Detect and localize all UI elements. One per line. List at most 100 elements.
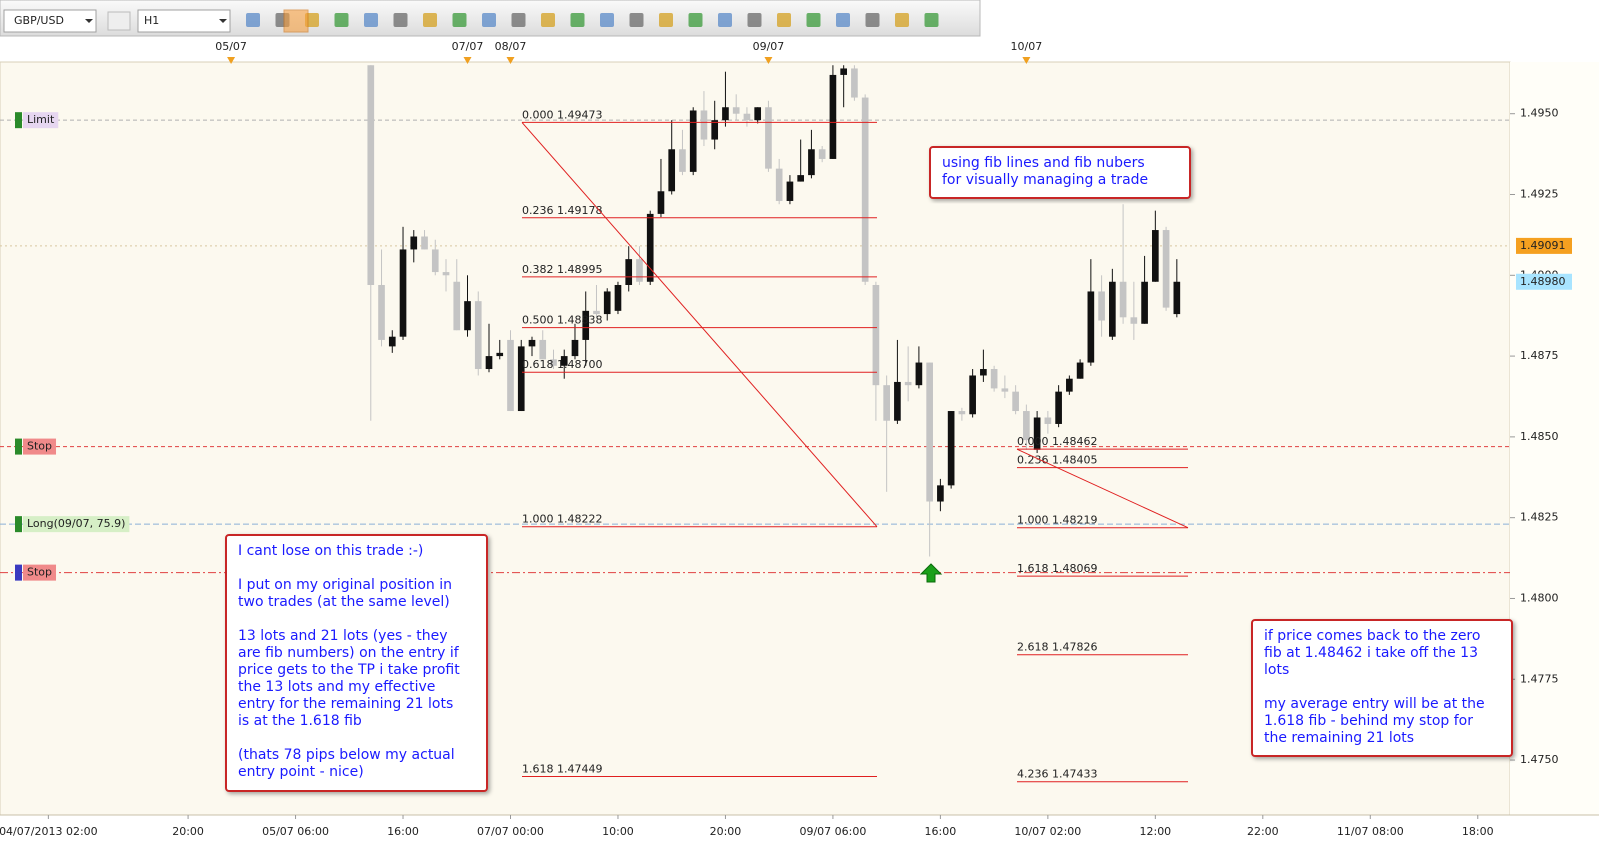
link-button[interactable] (107, 11, 131, 31)
candle-body (990, 369, 998, 389)
candle-body (485, 356, 493, 370)
fib-label: 0.500 1.48838 (522, 314, 602, 327)
x-tick-label: 16:00 (925, 825, 957, 838)
fib-label: 1.618 1.47449 (522, 763, 602, 776)
candle-body (517, 346, 525, 412)
candle-body (861, 97, 869, 282)
candle-body (1033, 417, 1041, 450)
date-marker (764, 57, 773, 64)
candle-body (689, 110, 697, 172)
annotation-box (1251, 619, 1513, 757)
order-label-box (23, 438, 57, 455)
candle-body (1152, 230, 1159, 282)
tool-icon (511, 13, 526, 27)
annotation-text: for visually managing a trade (942, 172, 1148, 188)
fib-label: 2.618 1.47826 (1017, 641, 1097, 654)
annotation-box (225, 534, 488, 792)
candle-body (507, 339, 514, 412)
candle-body (894, 381, 901, 421)
fib-label: 1.000 1.48219 (1017, 514, 1097, 527)
date-marker-label: 07/07 (452, 40, 484, 53)
candle-body (431, 249, 439, 273)
candle-body (786, 181, 794, 201)
candle-body (1044, 417, 1052, 424)
date-marker (227, 57, 236, 64)
annotation-text: are fib numbers) on the entry if (238, 645, 460, 661)
candle-body (840, 68, 847, 75)
x-tick-label: 20:00 (710, 825, 742, 838)
tool-icon (393, 13, 408, 27)
candle-body (464, 301, 471, 331)
candle-body (1023, 411, 1030, 441)
tool-icon (423, 13, 437, 27)
symbol: GBP/USD (14, 14, 64, 27)
candle-body (722, 107, 729, 121)
dropdown-arrow (85, 19, 93, 23)
fib-label: 0.382 1.48995 (522, 263, 602, 276)
price-tag-label: 1.48980 (1520, 275, 1566, 288)
candle-body (732, 107, 740, 114)
tool-icon (747, 13, 762, 27)
symbol-select[interactable] (3, 9, 97, 33)
buy-arrow (919, 563, 943, 583)
annotation-text: entry for the remaining 21 lots (238, 696, 453, 712)
order-label-box (23, 564, 57, 581)
timeframe-select[interactable] (137, 9, 231, 33)
date-marker-label: 08/07 (495, 40, 527, 53)
y-tick-label: 1.4950 (1520, 107, 1559, 120)
candle-body (1055, 391, 1062, 424)
candle-body (808, 149, 815, 176)
candle-body (593, 310, 600, 315)
price-axis (1510, 62, 1599, 815)
order-handle (15, 564, 22, 581)
annotation-text: the 13 lots and my effective (238, 679, 435, 695)
y-tick-label: 1.4800 (1520, 591, 1559, 604)
candle-body (904, 381, 912, 386)
annotation-text: the remaining 21 lots (1264, 730, 1414, 746)
x-tick-label: 11/07 08:00 (1337, 825, 1404, 838)
order-label-box (23, 516, 130, 533)
date-marker-label: 09/07 (753, 40, 785, 53)
candle-body (818, 149, 826, 159)
candle-body (550, 359, 557, 366)
tool-icon (629, 13, 644, 27)
dropdown-arrow (219, 19, 227, 23)
tool-icon (718, 13, 732, 27)
fib-label: 0.618 1.48700 (522, 358, 602, 371)
candle-body (765, 107, 772, 169)
x-tick-label: 09/07 06:00 (799, 825, 866, 838)
candle-body (915, 362, 923, 386)
tool-icon (806, 13, 821, 27)
tool-icon (777, 13, 791, 27)
fib-label: 0.236 1.49178 (522, 204, 602, 217)
x-tick-label: 22:00 (1247, 825, 1279, 838)
candle-body (1162, 230, 1170, 308)
y-tick-label: 1.4875 (1520, 349, 1559, 362)
date-marker-label: 05/07 (215, 40, 247, 53)
tool-icon (570, 13, 585, 27)
candle-body (926, 362, 933, 502)
candle-body (711, 120, 719, 140)
tool-icon (482, 13, 496, 27)
order-label: Long(09/07, 75.9) (27, 517, 125, 530)
annotation-text: fib at 1.48462 i take off the 13 (1264, 645, 1478, 661)
candle-body (700, 110, 708, 140)
tool-icon (246, 13, 260, 27)
price-tag-label: 1.49091 (1520, 239, 1566, 252)
x-tick-label: 04/07/2013 02:00 (0, 825, 98, 838)
order-label-box (23, 112, 59, 129)
y-tick-label: 1.4775 (1520, 672, 1559, 685)
candle-body (980, 369, 987, 376)
candle-body (775, 168, 783, 201)
date-marker (506, 57, 515, 64)
annotation-text: is at the 1.618 fib (238, 713, 362, 729)
x-tick-label: 18:00 (1462, 825, 1494, 838)
annotation-text: I put on my original position in (238, 577, 452, 593)
annotation-text: if price comes back to the zero (1264, 628, 1480, 644)
order-handle (15, 112, 22, 129)
tool-icon (541, 13, 555, 27)
candle-body (657, 191, 665, 214)
